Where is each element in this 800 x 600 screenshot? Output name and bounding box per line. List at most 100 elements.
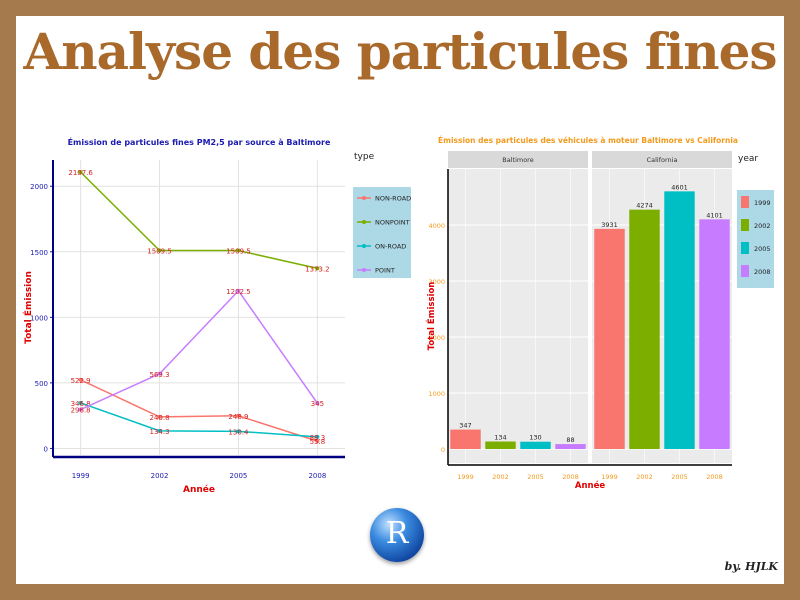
chart1-data-label: 346.8 (71, 400, 91, 408)
chart1-data-point (78, 407, 83, 412)
chart2-facet-strip (592, 151, 732, 168)
chart2-bar (699, 219, 730, 449)
chart1-legend-title: type (354, 152, 375, 162)
chart1-data-label: 240.8 (150, 414, 170, 422)
chart1-data-point (78, 400, 83, 405)
chart2-ytick-label: 3000 (428, 278, 445, 286)
chart2-bar-value-label: 88 (566, 436, 574, 444)
chart1-data-label: 1202.5 (226, 288, 251, 296)
chart1-legend-box (353, 187, 411, 278)
chart1-data-label: 522.9 (71, 377, 91, 385)
signature: by. HJLK (724, 560, 778, 573)
chart2-bar (555, 444, 586, 449)
chart2-legend-swatch (741, 219, 749, 231)
chart1-data-label: 1373.2 (305, 265, 330, 273)
chart2-x-axis-label: Année (575, 480, 605, 491)
line-chart-baltimore: Émission de particules fines PM2,5 par s… (22, 136, 411, 495)
chart2-facet-label: California (647, 156, 678, 164)
chart1-legend-label: NON-ROAD (375, 195, 411, 203)
chart1-data-point (315, 401, 320, 406)
chart1-legend-marker (362, 244, 366, 248)
chart2-legend-swatch (741, 196, 749, 208)
chart2-bar (594, 228, 625, 449)
chart2-xtick-label: 2008 (562, 473, 579, 481)
chart1-series-line (80, 171, 318, 270)
chart1-ytick-label: 1500 (30, 249, 48, 257)
chart1-plot-area (53, 160, 345, 455)
chart2-bar (520, 441, 551, 449)
chart2-bar-value-label: 130 (529, 434, 541, 442)
chart1-data-label: 345 (311, 400, 324, 408)
chart2-legend-title: year (738, 154, 758, 164)
chart1-legend-marker (362, 268, 366, 272)
page-title: Analyse des particules fines (23, 22, 777, 81)
chart2-title: Émission des particules des véhicules à … (438, 136, 738, 145)
chart2-bar (664, 191, 695, 449)
chart2-xtick-label: 1999 (601, 473, 618, 481)
chart2-legend-swatch (741, 242, 749, 254)
chart1-x-axis-label: Année (183, 484, 215, 495)
chart1-data-point (157, 248, 162, 253)
chart2-bar-value-label: 3931 (601, 221, 618, 229)
chart2-bar-value-label: 4274 (636, 202, 653, 210)
chart2-bar-value-label: 134 (494, 433, 506, 441)
chart1-xtick-label: 2008 (308, 472, 326, 480)
chart2-y-axis-label: Total Émission (425, 282, 437, 351)
chart2-legend-swatch (741, 265, 749, 277)
chart1-data-point (315, 439, 320, 444)
chart1-data-label: 296.8 (71, 407, 91, 415)
chart1-xtick-label: 1999 (72, 472, 90, 480)
chart2-bar (629, 209, 660, 449)
chart1-series-line (80, 379, 318, 442)
chart2-xtick-label: 2005 (671, 473, 688, 481)
bar-chart-comparison: Émission des particules des véhicules à … (425, 136, 774, 491)
chart2-legend-label: 2008 (754, 268, 771, 276)
chart2-legend-label: 2002 (754, 222, 771, 230)
chart1-legend-marker (362, 196, 366, 200)
chart1-data-label: 569.3 (150, 371, 170, 379)
chart2-legend-label: 2005 (754, 245, 771, 253)
chart1-data-point (157, 414, 162, 419)
chart2-bar-value-label: 4601 (671, 183, 688, 191)
chart2-legend-label: 1999 (754, 199, 771, 207)
chart1-series-line (80, 289, 318, 411)
chart2-bar (485, 441, 516, 449)
chart1-data-label: 1509.5 (147, 248, 172, 256)
chart1-data-label: 2107.6 (68, 169, 93, 177)
chart1-data-label: 55.8 (310, 438, 326, 446)
chart1-data-point (315, 266, 320, 271)
chart1-legend-label: NONPOINT (375, 219, 410, 227)
chart1-ytick-label: 1000 (30, 314, 48, 322)
chart1-data-point (157, 371, 162, 376)
chart2-bar (450, 429, 481, 449)
chart1-data-point (236, 429, 241, 434)
chart1-xtick-label: 2002 (151, 472, 169, 480)
chart2-ytick-label: 4000 (428, 222, 445, 230)
chart1-data-point (78, 377, 83, 382)
chart1-data-point (157, 428, 162, 433)
chart1-legend-marker (362, 220, 366, 224)
chart1-data-label: 1509.5 (226, 248, 251, 256)
chart1-data-point (236, 288, 241, 293)
chart2-facet-label: Baltimore (502, 156, 533, 164)
chart1-series-line (80, 402, 318, 438)
chart2-panel (448, 169, 588, 463)
chart1-data-point (78, 170, 83, 175)
chart1-ytick-label: 0 (44, 445, 48, 453)
chart1-data-label: 130.4 (228, 428, 249, 436)
chart1-data-label: 88.3 (310, 434, 326, 442)
chart2-xtick-label: 2008 (706, 473, 723, 481)
chart1-data-point (236, 248, 241, 253)
chart1-legend-label: ON-ROAD (375, 243, 406, 251)
chart2-xtick-label: 2002 (492, 473, 509, 481)
chart2-bar-value-label: 347 (459, 422, 471, 430)
chart1-y-axis-label: Total Émission (22, 271, 34, 344)
chart2-xtick-label: 1999 (457, 473, 474, 481)
chart1-data-point (236, 413, 241, 418)
chart2-ytick-label: 2000 (428, 334, 445, 342)
chart1-ytick-label: 2000 (30, 183, 48, 191)
chart2-xtick-label: 2005 (527, 473, 544, 481)
chart1-xtick-label: 2005 (230, 472, 248, 480)
r-logo-letter: R (385, 516, 409, 551)
chart1-legend-label: POINT (375, 267, 395, 275)
